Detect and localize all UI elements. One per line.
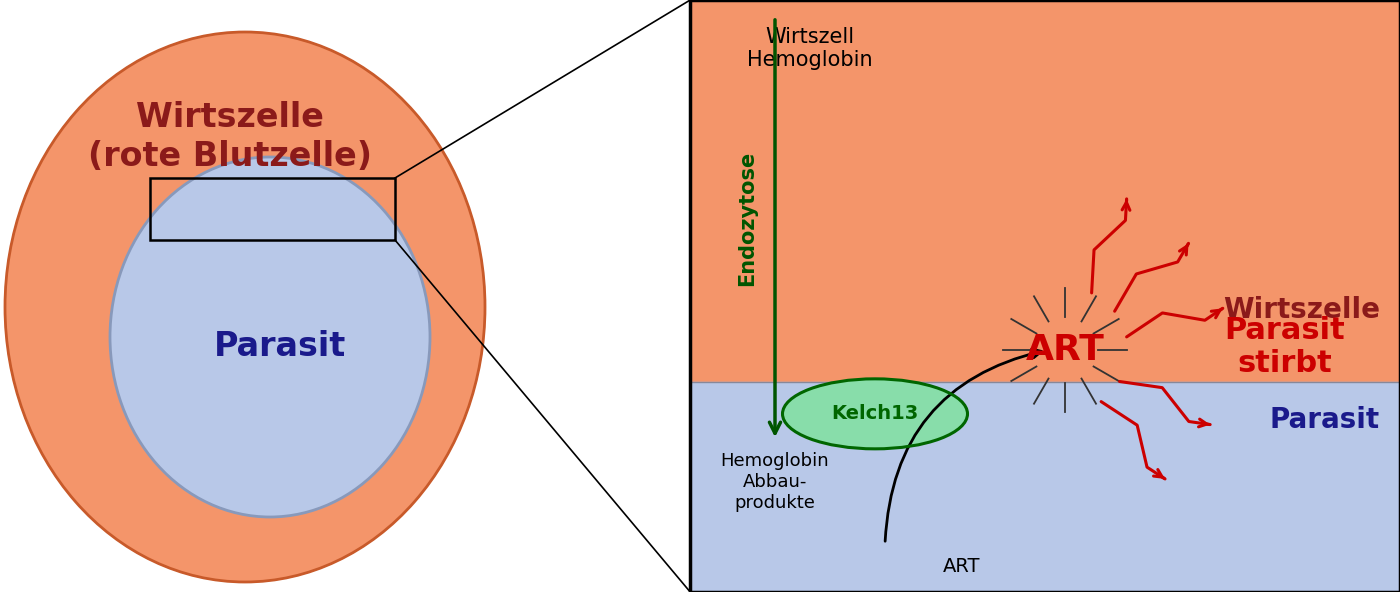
Text: Wirtszelle: Wirtszelle [1224,296,1380,324]
Ellipse shape [6,32,484,582]
Text: Parasit: Parasit [1270,406,1380,434]
Text: Wirtszell
Hemoglobin: Wirtszell Hemoglobin [748,27,872,70]
Text: Hemoglobin
Abbau-
produkte: Hemoglobin Abbau- produkte [721,452,829,511]
Text: Endozytose: Endozytose [736,151,757,286]
Bar [690,0,1400,592]
Bar [150,178,395,240]
Text: Kelch13: Kelch13 [832,404,918,423]
Ellipse shape [783,379,967,449]
Text: Wirtszelle
(rote Blutzelle): Wirtszelle (rote Blutzelle) [88,101,372,173]
Bar [690,0,1400,382]
Ellipse shape [111,157,430,517]
Text: Parasit: Parasit [214,330,346,363]
Bar [690,382,1400,592]
Text: Parasit
stirbt: Parasit stirbt [1225,316,1345,378]
Text: ART: ART [944,558,981,577]
Text: ART: ART [1026,333,1105,367]
